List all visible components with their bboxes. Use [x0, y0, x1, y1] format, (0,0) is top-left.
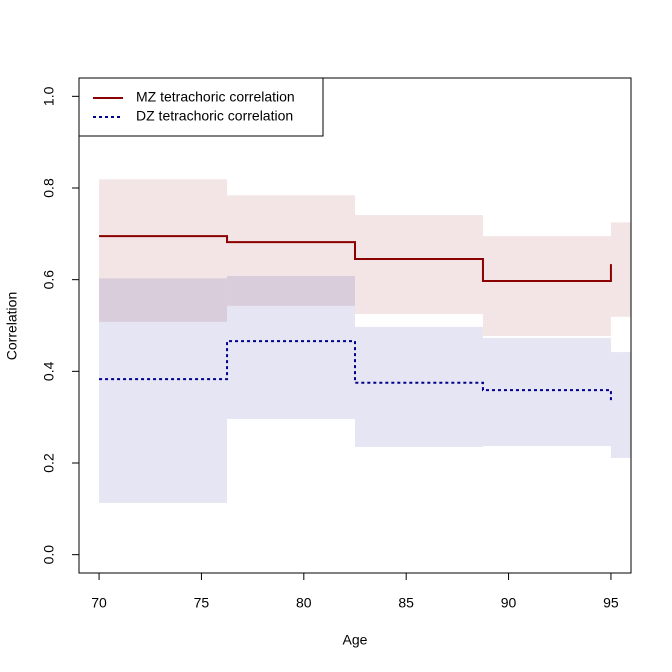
y-tick-label: 0.8	[41, 178, 57, 198]
y-tick-label: 0.4	[41, 361, 57, 381]
legend-label: DZ tetrachoric correlation	[136, 108, 293, 124]
x-axis-label: Age	[343, 632, 368, 648]
x-tick-label: 90	[501, 595, 517, 611]
y-tick-label: 0.6	[41, 270, 57, 290]
y-axis-label: Correlation	[4, 292, 20, 360]
step-line	[99, 340, 612, 403]
confidence-band	[99, 179, 228, 322]
plot-frame	[78, 77, 632, 574]
x-tick-label: 95	[603, 595, 619, 611]
confidence-band	[610, 222, 631, 317]
x-tick-label: 75	[194, 595, 210, 611]
confidence-band	[355, 326, 483, 447]
x-tick-label: 85	[398, 595, 414, 611]
confidence-band	[482, 337, 611, 447]
lines	[99, 235, 612, 403]
confidence-band	[227, 276, 355, 419]
confidence-band	[482, 236, 611, 337]
legend-label: MZ tetrachoric correlation	[136, 89, 295, 105]
y-tick-label: 0.0	[41, 545, 57, 565]
confidence-band	[610, 352, 631, 458]
x-tick-label: 80	[296, 595, 312, 611]
step-line	[99, 235, 612, 283]
bands	[99, 179, 631, 503]
legend-box	[78, 77, 324, 137]
confidence-band	[355, 215, 483, 315]
confidence-band	[227, 195, 355, 306]
confidence-band	[99, 278, 228, 503]
y-tick-label: 0.2	[41, 453, 57, 473]
y-tick-label: 1.0	[41, 86, 57, 106]
x-tick-label: 70	[91, 595, 107, 611]
